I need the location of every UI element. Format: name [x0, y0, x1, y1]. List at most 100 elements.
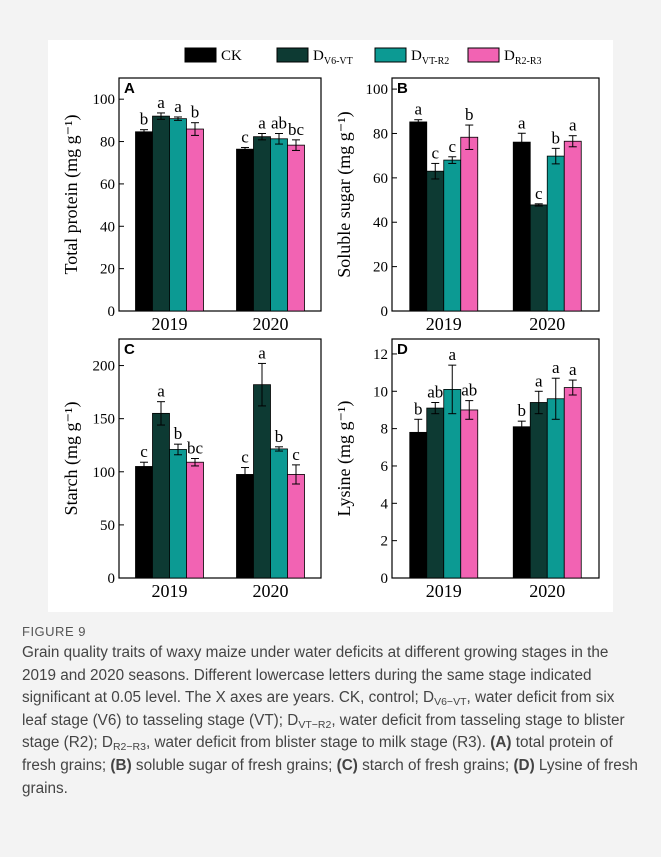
bar-r2r3: [186, 128, 204, 312]
bar-vtr2: [546, 398, 565, 579]
legend-label-sub: VT-R2: [422, 56, 449, 67]
legend-label-vtr2: DVT-R2: [411, 48, 449, 67]
y-tick-label: 100: [93, 465, 116, 481]
x-tick-label: 2019: [152, 314, 188, 334]
y-tick-label: 40: [100, 219, 115, 235]
legend-swatch-ck: [184, 47, 217, 63]
y-axis-label: Lysine (mg g⁻¹): [334, 401, 355, 517]
bar-ck: [512, 141, 531, 312]
significance-letter: a: [157, 382, 165, 401]
caption-panel-ref: (C): [336, 756, 358, 774]
caption-text: starch of fresh grains;: [357, 756, 514, 774]
caption-subscript: V6−VT: [434, 696, 467, 709]
caption-panel-ref: (D): [513, 756, 535, 774]
y-tick-label: 60: [373, 171, 388, 187]
caption-text: , water deficit from blister stage to mi…: [145, 734, 491, 752]
significance-letter: c: [241, 448, 249, 467]
y-tick-label: 200: [93, 359, 116, 375]
caption-text: , water deficit from six leaf stage (V6)…: [22, 689, 615, 729]
bar-vtr2: [169, 118, 187, 312]
bar-vtr2: [169, 449, 187, 579]
legend-label-main: D: [313, 48, 324, 64]
panel-label: C: [124, 341, 135, 358]
bar-r2r3: [563, 140, 582, 312]
significance-letter: b: [140, 110, 149, 129]
y-tick-label: 150: [93, 412, 116, 428]
figure-caption: Grain quality traits of waxy maize under…: [22, 642, 642, 800]
legend-label-v6vt: DV6-VT: [313, 48, 353, 67]
caption-text: total protein of fresh grains;: [22, 734, 613, 774]
bar-v6vt: [529, 204, 548, 312]
panel-label: B: [397, 80, 408, 97]
figure-9: CK DV6-VT DVT-R2 DR2-R3 A 0 20 40 60 80 100 Total p…: [48, 40, 613, 612]
significance-letter: c: [431, 143, 439, 162]
significance-letter: bc: [288, 120, 305, 139]
x-tick-label: 2020: [529, 581, 565, 601]
significance-letter: b: [191, 103, 200, 122]
legend-label-r2r3: DR2-R3: [504, 48, 542, 67]
panel-frame: [118, 338, 322, 579]
y-tick-label: 0: [381, 304, 389, 320]
bar-vtr2: [270, 448, 288, 579]
significance-letter: b: [465, 105, 474, 124]
legend-label-sub: V6-VT: [324, 56, 353, 67]
y-tick-label: 0: [108, 571, 116, 587]
significance-letter: ab: [271, 113, 287, 132]
y-axis-label: Starch (mg g⁻¹): [61, 402, 82, 516]
bar-vtr2: [443, 389, 462, 579]
y-tick-label: 80: [373, 126, 388, 142]
significance-letter: a: [157, 93, 165, 112]
significance-letter: a: [258, 113, 266, 132]
significance-letter: a: [414, 100, 422, 119]
caption-panel-ref: (B): [110, 756, 132, 774]
legend-swatch-r2r3: [467, 47, 500, 63]
bar-ck: [135, 131, 153, 312]
legend-label-main: D: [504, 48, 515, 64]
legend-label-main: D: [411, 48, 422, 64]
bar-ck: [236, 148, 254, 312]
significance-letter: c: [448, 137, 456, 156]
bar-r2r3: [563, 387, 582, 579]
significance-letter: a: [518, 113, 526, 132]
x-tick-label: 2019: [152, 581, 188, 601]
caption-text: , water deficit from tasseling stage to …: [22, 711, 625, 752]
panel-label: A: [124, 80, 135, 97]
y-tick-label: 50: [100, 518, 115, 534]
significance-letter: b: [174, 424, 183, 443]
significance-letter: a: [448, 345, 456, 364]
y-tick-label: 80: [100, 135, 115, 151]
legend-swatch-vtr2: [374, 47, 407, 63]
y-tick-label: 20: [100, 262, 115, 278]
y-tick-label: 60: [100, 177, 115, 193]
bar-r2r3: [287, 144, 305, 312]
y-axis-label: Total protein (mg g⁻¹): [61, 114, 82, 274]
panel-A: A 0 20 40 60 80 100 Total protein (mg g⁻¹) 2019 b…: [61, 77, 322, 334]
significance-letter: a: [258, 343, 266, 362]
y-tick-label: 12: [373, 347, 388, 363]
x-tick-label: 2019: [426, 314, 462, 334]
bar-ck: [409, 431, 428, 579]
significance-letter: a: [569, 116, 577, 135]
panel-frame: [391, 77, 600, 312]
y-tick-label: 0: [381, 571, 389, 587]
significance-letter: a: [535, 371, 543, 390]
x-tick-label: 2020: [529, 314, 565, 334]
bar-v6vt: [529, 402, 548, 579]
figure-label: FIGURE 9: [22, 624, 86, 639]
legend-label-sub: R2-R3: [515, 56, 542, 67]
caption-subscript: VT−R2: [298, 718, 332, 731]
bar-v6vt: [253, 384, 271, 579]
bar-r2r3: [460, 136, 479, 312]
y-tick-label: 10: [373, 384, 388, 400]
significance-letter: c: [292, 445, 300, 464]
caption-text: Lysine of fresh grains.: [22, 756, 638, 797]
bar-ck: [409, 121, 428, 312]
bar-vtr2: [546, 155, 565, 312]
bar-vtr2: [270, 138, 288, 312]
x-tick-label: 2020: [253, 314, 289, 334]
bar-v6vt: [426, 170, 445, 312]
caption-subscript: R2−R3: [112, 741, 146, 754]
